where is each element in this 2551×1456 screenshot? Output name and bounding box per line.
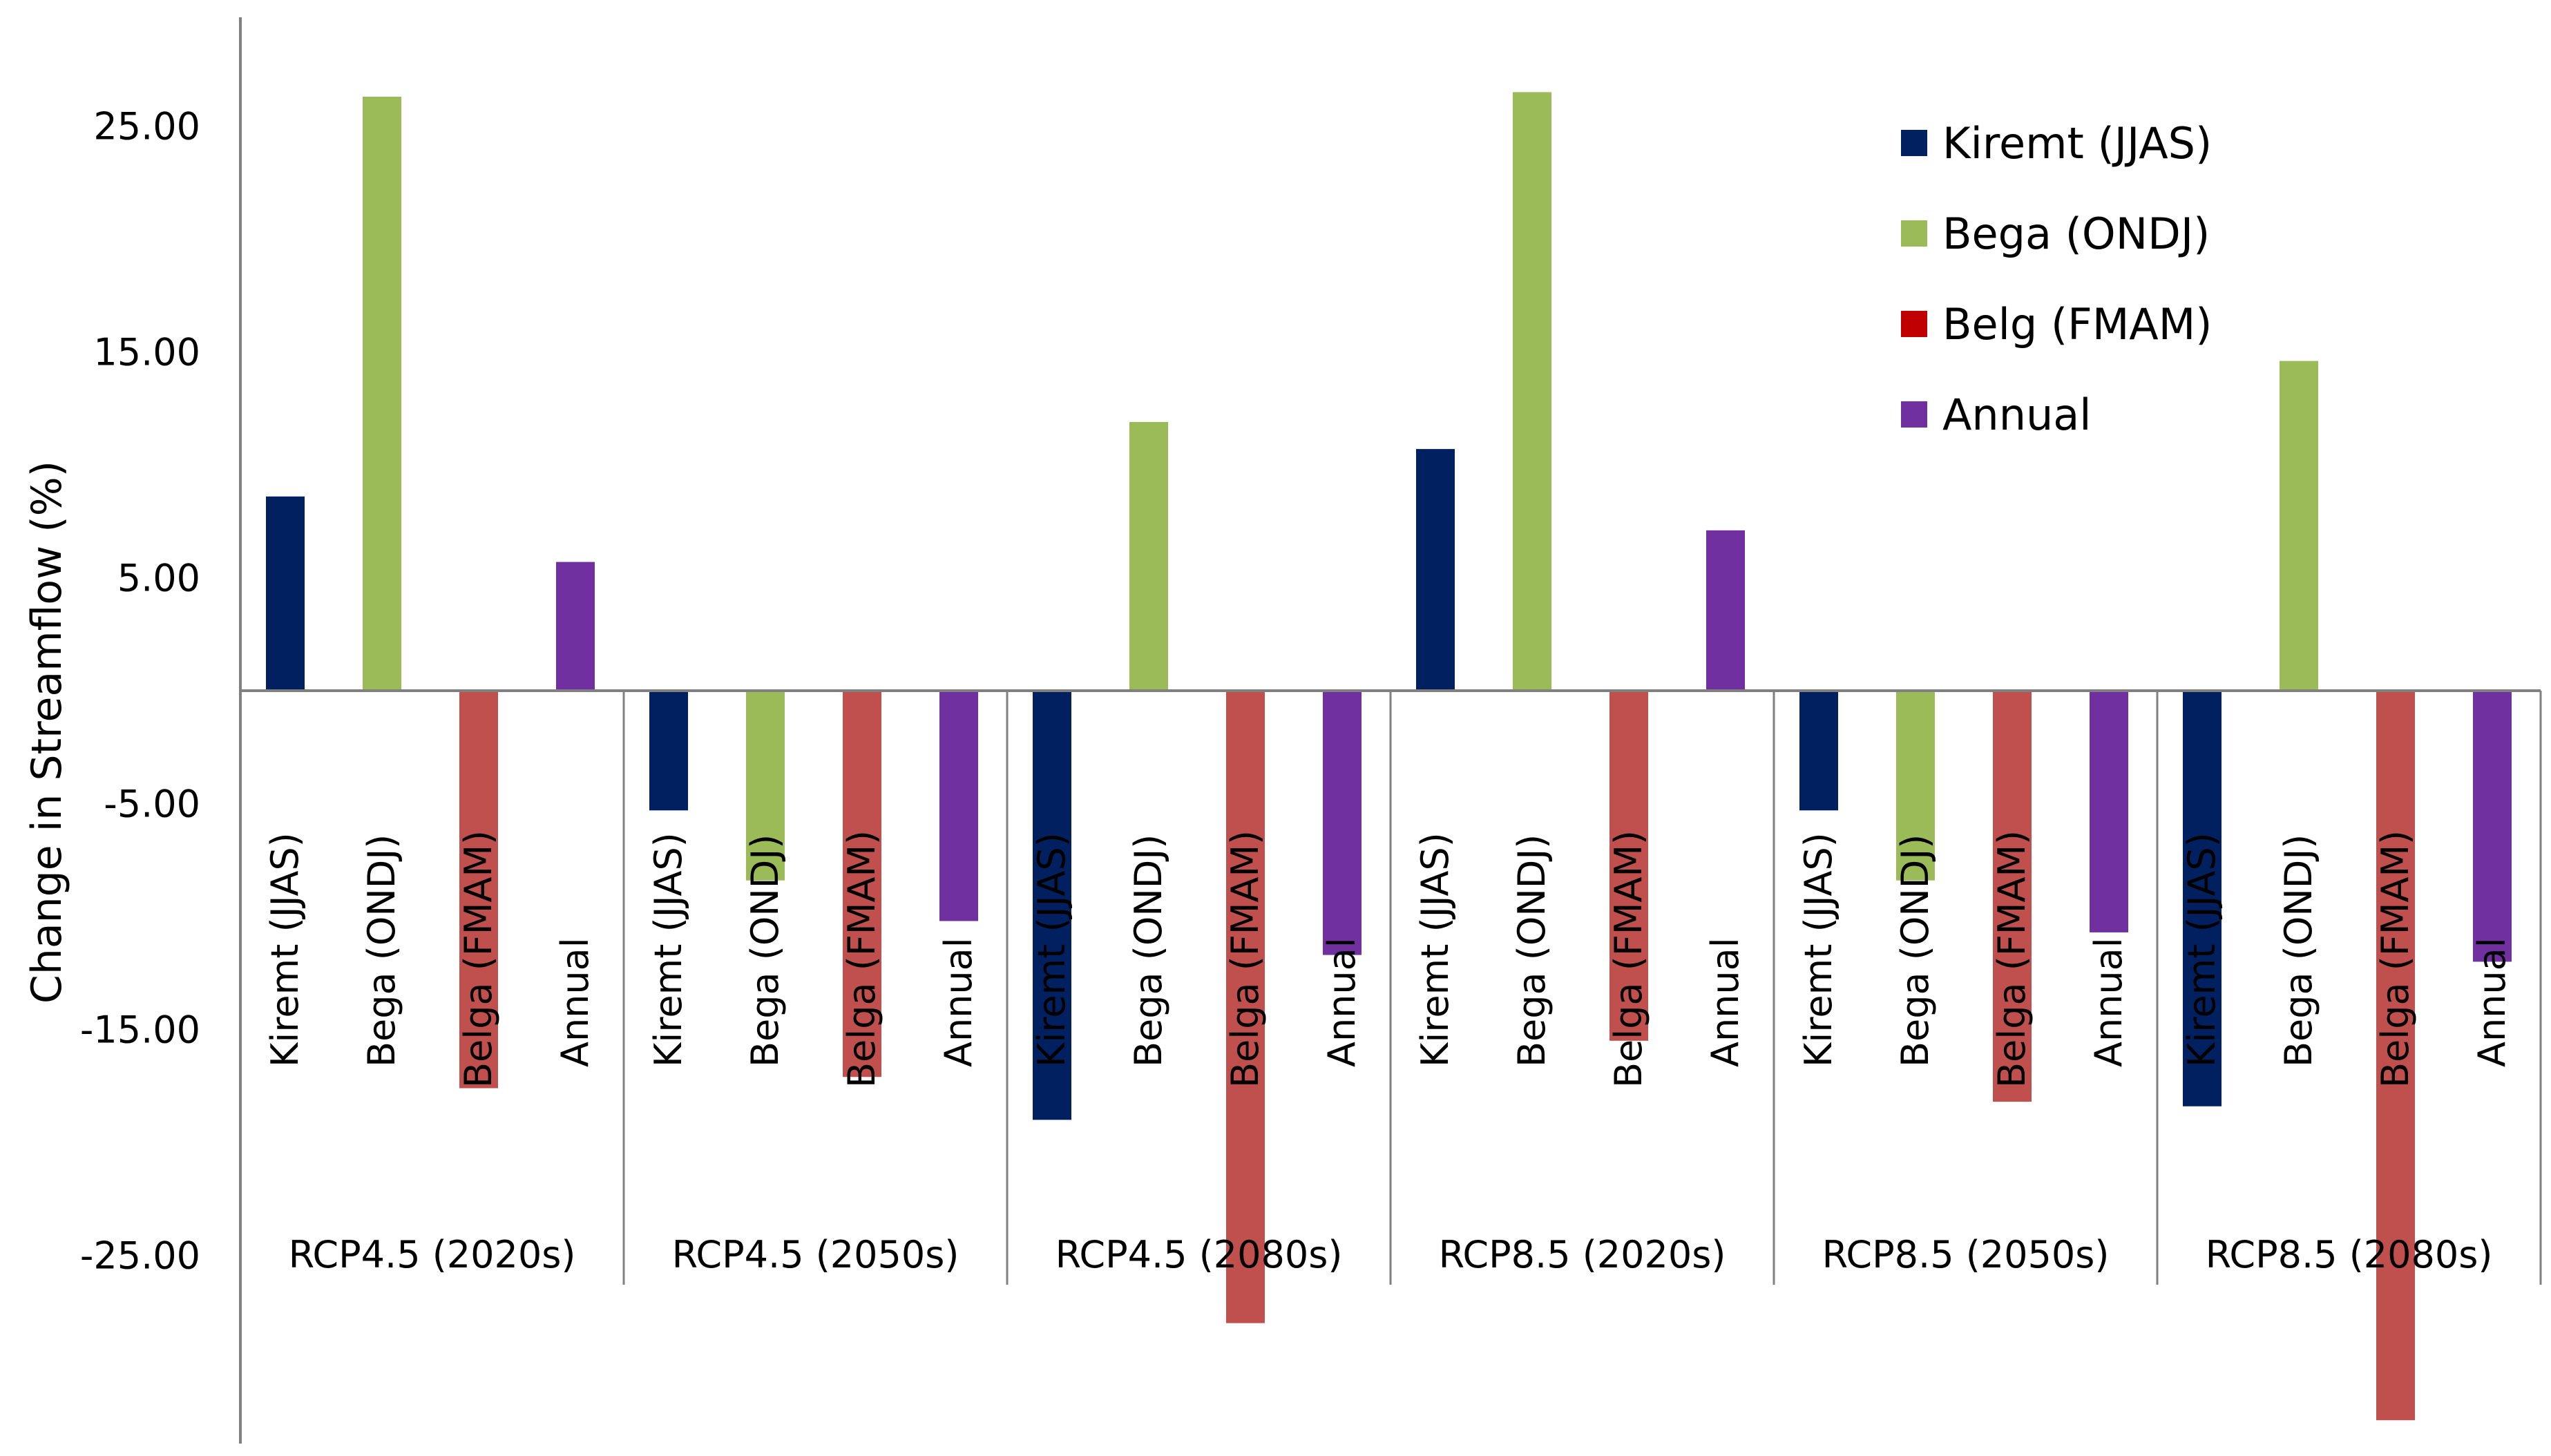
bar-g1-s2 [843,691,881,1077]
bar-category-label: Bega (ONDJ) [1127,834,1170,1067]
y-tick-label: -5.00 [104,783,200,826]
bar-category-label: Bega (ONDJ) [1893,834,1937,1067]
bar-g4-s0 [1799,691,1838,811]
bar-category-label: Bega (ONDJ) [2277,834,2320,1067]
bar-category-label: Kiremt (JJAS) [1797,832,1840,1067]
bar-category-label: Belga (FMAM) [2373,830,2417,1088]
y-tick-label: -25.00 [80,1234,200,1278]
bar-g0-s3 [556,562,595,691]
y-tick-label: 15.00 [93,331,200,374]
y-tick-label: -15.00 [80,1008,200,1052]
bar-g2-s1 [1129,421,1168,691]
bar-g4-s2 [1993,691,2032,1102]
bar-category-label: Kiremt (JJAS) [1030,832,1073,1067]
legend-label: Kiremt (JJAS) [1942,118,2212,169]
bar-g5-s2 [2376,691,2415,1421]
y-axis-label: Change in Streamflow (%) [23,461,71,1004]
bar-g0-s1 [363,97,401,691]
bar-category-label: Annual [1320,937,1364,1067]
bar-category-label: Belga (FMAM) [457,830,500,1088]
y-tick-label: 25.00 [93,105,200,149]
bars-layer [266,92,2512,1421]
legend-swatch-1 [1901,220,1927,247]
bar-category-label: Annual [2470,937,2514,1067]
legend-swatch-3 [1901,401,1927,428]
bar-category-label: Annual [1703,937,1747,1067]
bar-category-label: Annual [2087,937,2130,1067]
axes-layer [239,17,2542,1444]
bar-category-label: Belga (FMAM) [1223,830,1267,1088]
bar-g3-s1 [1513,92,1551,691]
bar-category-label: Kiremt (JJAS) [1413,832,1457,1067]
bar-g3-s0 [1416,449,1455,691]
bar-g4-s1 [1896,691,1935,881]
bar-category-label: Kiremt (JJAS) [647,832,690,1067]
bar-g5-s0 [2183,691,2222,1107]
bar-g0-s0 [266,496,305,691]
bar-category-label: Belga (FMAM) [840,830,883,1088]
bar-g4-s3 [2090,691,2128,932]
bar-g2-s2 [1226,691,1265,1323]
bar-g5-s1 [2280,361,2318,691]
legend-label: Bega (ONDJ) [1942,209,2210,259]
bar-g1-s0 [649,691,688,811]
bar-category-label: Bega (ONDJ) [1510,834,1554,1067]
y-tick-label: 5.00 [117,557,200,600]
bar-g2-s3 [1323,691,1362,955]
bar-g2-s0 [1033,691,1071,1120]
bar-category-label: Bega (ONDJ) [743,834,787,1067]
bar-category-label: Annual [937,937,980,1067]
legend-label: Belg (FMAM) [1942,299,2212,349]
bar-g5-s3 [2473,691,2512,962]
bar-category-label: Belga (FMAM) [1607,830,1650,1088]
group-label: RCP4.5 (2020s) [289,1233,576,1276]
bar-category-label: Kiremt (JJAS) [2180,832,2224,1067]
labels-layer: 25.00 15.00 5.00 -5.00 -15.00 -25.00 Change in… [23,105,2514,1278]
group-label: RCP8.5 (2020s) [1439,1233,1726,1276]
legend-swatch-0 [1901,130,1927,156]
legend-swatch-2 [1901,311,1927,337]
bar-g1-s3 [939,691,978,921]
bar-category-label: Annual [553,937,597,1067]
group-label: RCP8.5 (2080s) [2206,1233,2493,1276]
bar-category-label: Kiremt (JJAS) [263,832,307,1067]
legend-label: Annual [1942,390,2092,440]
group-label: RCP4.5 (2080s) [1055,1233,1343,1276]
bar-g3-s2 [1609,691,1648,1041]
bar-g3-s3 [1706,530,1745,691]
legend: Kiremt (JJAS) Bega (ONDJ) Belg (FMAM) Annua… [1901,118,2212,440]
bar-g1-s1 [746,691,785,881]
bar-category-label: Bega (ONDJ) [360,834,403,1067]
group-label: RCP4.5 (2050s) [672,1233,959,1276]
bar-category-label: Belga (FMAM) [1990,830,2034,1088]
group-label: RCP8.5 (2050s) [1822,1233,2110,1276]
bar-g0-s2 [459,691,498,1089]
